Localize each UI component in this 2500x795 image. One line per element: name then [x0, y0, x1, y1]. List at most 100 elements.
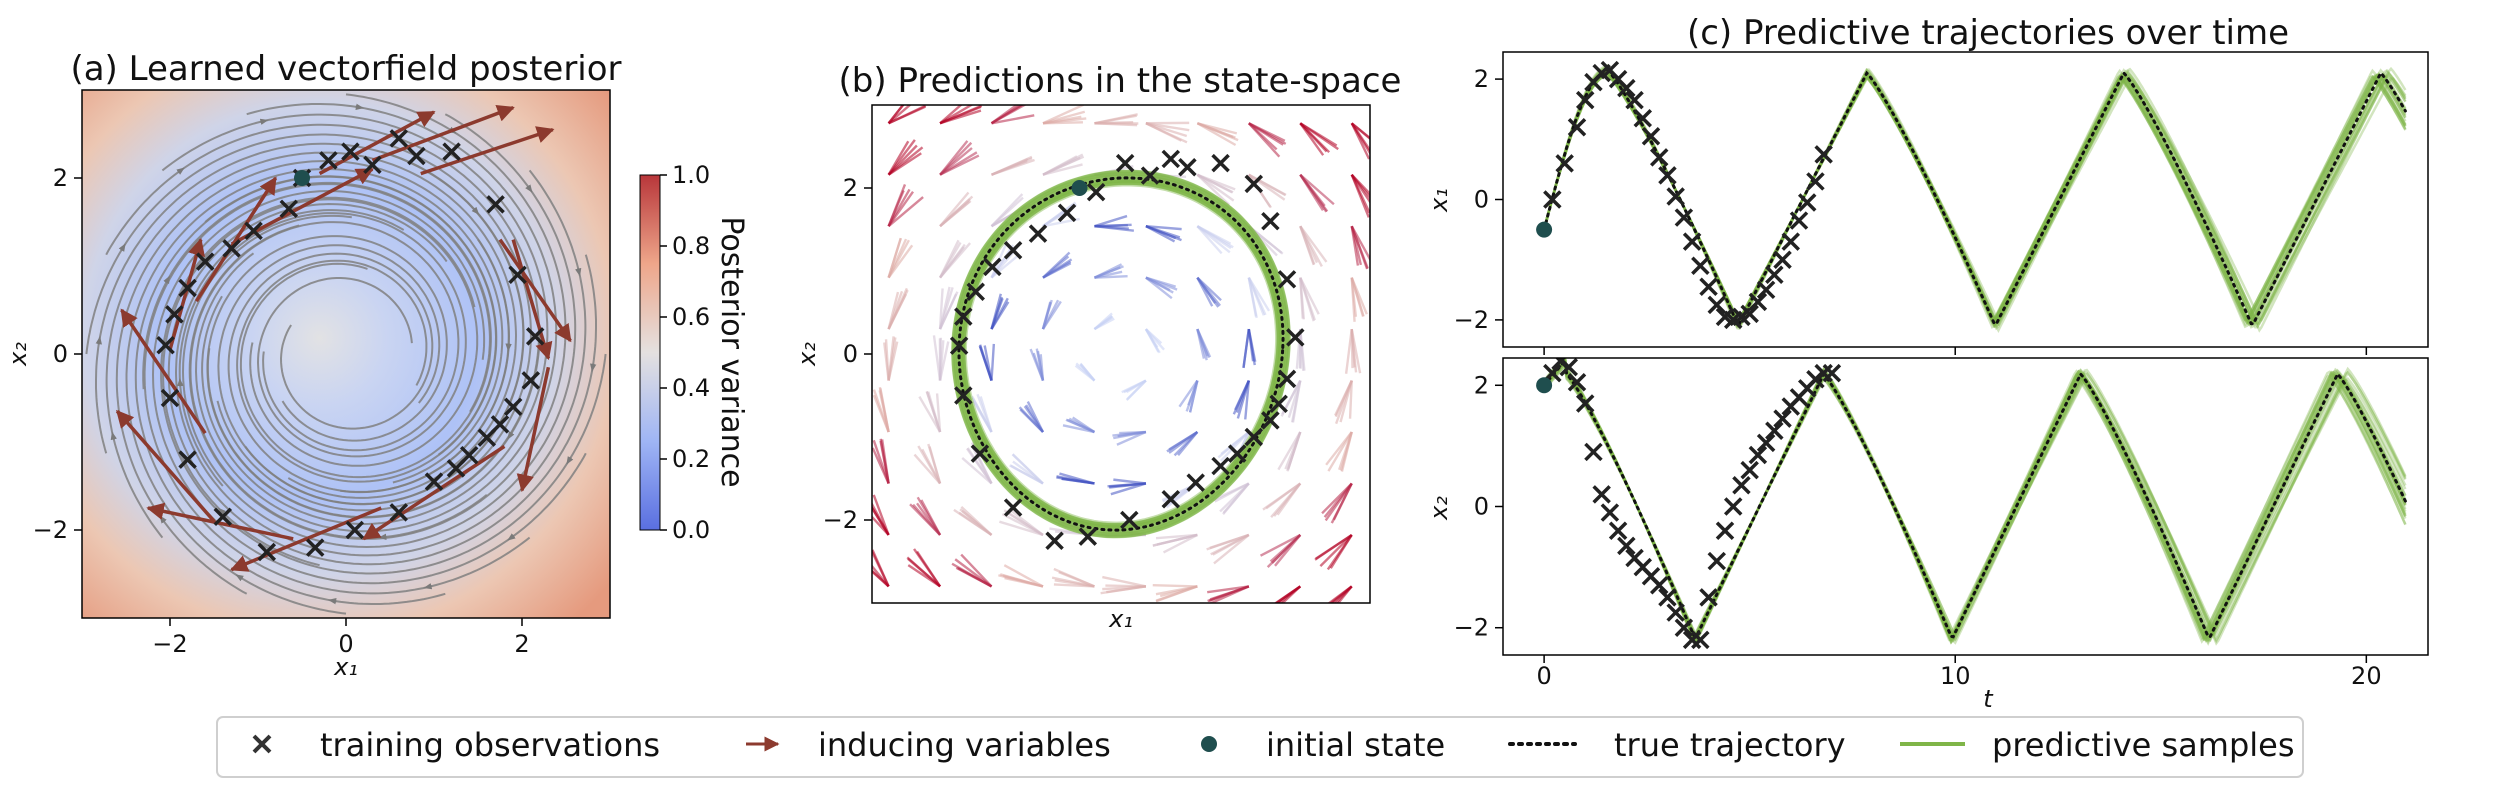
vector-arrow: [1299, 122, 1328, 153]
panel-c-observation: [1806, 172, 1825, 191]
vector-arrow: [990, 343, 996, 381]
panel-a-observation: [222, 239, 241, 258]
vector-arrow: [887, 341, 899, 381]
vector-arrow: [1244, 380, 1251, 420]
streamline: [162, 198, 479, 567]
streamline: [160, 196, 607, 575]
vector-arrow: [957, 567, 993, 588]
panel-b-observation: [954, 386, 973, 405]
panel-b-initial-state: [1071, 180, 1088, 196]
inducing-variable-arrow: [146, 502, 294, 541]
panel-a-ytick-label: 0: [53, 340, 68, 368]
streamline-arrow: [590, 363, 597, 372]
panel-c-observation: [1773, 250, 1792, 269]
panel-b-observation: [1161, 149, 1181, 169]
vector-arrow: [1212, 533, 1250, 556]
vector-arrow: [1155, 585, 1198, 596]
panel-c: (c) Predictive trajectories over time 0 1…: [1425, 13, 2429, 713]
panel-a-xtick-label: 0: [338, 630, 353, 658]
legend-initial-marker: [1201, 736, 1217, 752]
vector-arrow: [1042, 121, 1083, 125]
panel-b-observation: [949, 336, 969, 355]
vector-arrow: [1208, 585, 1250, 603]
panel-a-observation: [160, 388, 180, 408]
vector-arrow: [1334, 380, 1353, 416]
inducing-variable-arrow: [318, 110, 436, 176]
vector-arrow: [887, 140, 910, 176]
vector-arrow: [1011, 453, 1044, 485]
vector-arrow: [1109, 482, 1147, 489]
panel-c-observation: [1723, 497, 1743, 516]
streamline: [85, 133, 532, 512]
vector-arrow: [1213, 534, 1250, 565]
vector-arrow: [976, 393, 993, 433]
panel-b-ylabel: x₂: [793, 342, 821, 367]
vector-arrow: [1196, 277, 1214, 307]
inducing-variable-arrow: [194, 176, 278, 303]
streamline-arrow: [525, 184, 533, 193]
vector-arrow: [1168, 430, 1198, 451]
streamline-arrow: [217, 507, 226, 516]
vector-arrow: [960, 553, 993, 588]
vector-arrow: [1196, 122, 1236, 139]
panel-a-xtick-label: 2: [514, 630, 529, 658]
panel-c-title: (c) Predictive trajectories over time: [1687, 13, 2289, 53]
panel-c-observation: [1756, 433, 1776, 453]
inducing-variable-arrow: [362, 444, 506, 541]
panel-c-x2-predictive-samples: [1543, 358, 2407, 646]
streamline: [178, 212, 467, 487]
vector-arrow: [1247, 277, 1258, 319]
vector-arrow: [1350, 225, 1369, 270]
inducing-variable-arrow: [120, 308, 207, 435]
vector-arrow: [1145, 328, 1163, 345]
panel-c-observation: [1748, 292, 1768, 312]
vector-arrow: [918, 396, 942, 433]
vector-arrow: [1220, 431, 1250, 455]
inducing-variable-arrow: [498, 238, 572, 343]
predictive-sample: [962, 181, 1280, 527]
legend-item-initial: initial state: [1201, 726, 1445, 764]
vector-arrow: [991, 160, 1028, 176]
colorbar: [639, 174, 661, 531]
panel-c-x2-true-trajectory: [1542, 358, 2407, 639]
streamline-arrow: [423, 583, 433, 590]
vector-arrow: [1339, 431, 1353, 471]
colorbar-tick-label: 1.0: [672, 161, 710, 189]
vector-arrow: [1041, 300, 1062, 330]
streamline: [181, 113, 577, 549]
panel-c-ytick-label: −2: [1454, 306, 1489, 334]
vector-arrow: [1042, 201, 1077, 228]
predictive-sample: [954, 173, 1288, 535]
vector-arrow: [1350, 277, 1365, 317]
legend-item-inducing: inducing variables: [746, 726, 1111, 764]
panel-a-observation: [363, 155, 382, 175]
legend-item-true-trajectory: true trajectory: [1508, 726, 1846, 764]
panel-c-observation: [1707, 295, 1727, 315]
vector-arrow: [1242, 328, 1251, 369]
panel-a-observation: [156, 335, 175, 355]
legend-item-samples: predictive samples: [1900, 726, 2295, 764]
vector-arrow: [1259, 533, 1301, 557]
predictive-sample: [960, 179, 1282, 529]
panel-b-observation: [983, 257, 1002, 277]
streamline: [206, 235, 541, 519]
panel-c-observation: [1740, 460, 1759, 480]
panel-c-xlabel: t: [1983, 685, 1994, 713]
vector-arrow: [1265, 482, 1301, 510]
vector-arrow: [1214, 482, 1250, 503]
panel-a-observation: [525, 327, 545, 346]
vector-arrow: [1247, 122, 1281, 158]
streamline-arrow: [118, 243, 126, 252]
colorbar-tick-label: 0.2: [672, 445, 710, 473]
panel-b-observation: [1161, 490, 1181, 509]
panel-a-observation: [446, 459, 466, 478]
vector-arrow: [1299, 277, 1304, 319]
panel-b-observation: [1003, 498, 1023, 517]
vector-arrow: [990, 105, 1024, 125]
panel-b-vector-arrows: [872, 105, 1370, 603]
vector-arrow: [921, 448, 942, 485]
vector-arrow: [1247, 328, 1255, 362]
panel-c-observation: [1797, 193, 1817, 212]
vector-arrow: [909, 503, 941, 536]
